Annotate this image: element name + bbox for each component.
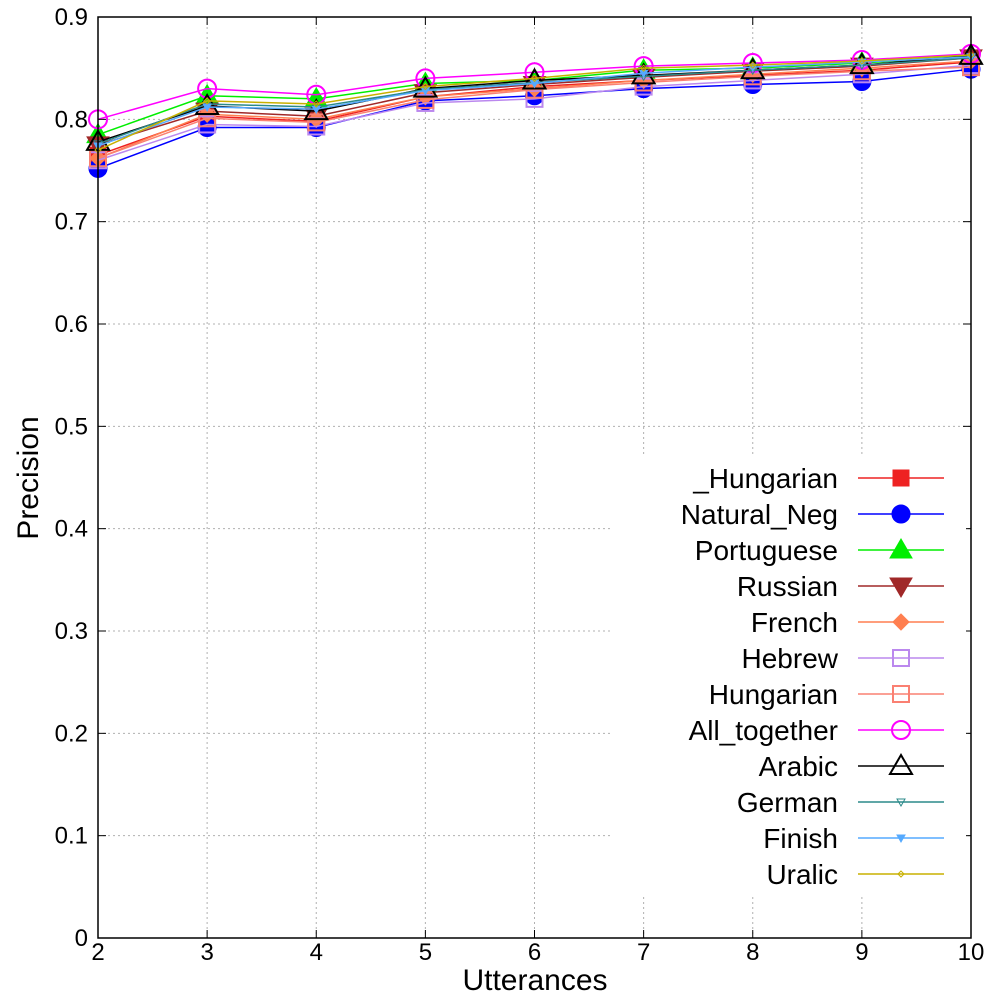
data-point [307,113,326,132]
y-tick-label: 0.8 [55,106,88,133]
legend-label: _Hungarian [692,463,838,494]
y-tick-label: 0.9 [55,4,88,31]
y-tick-label: 0 [75,925,88,952]
data-point [638,69,649,79]
y-tick-label: 0.1 [55,823,88,850]
data-point [740,57,766,80]
legend-marker [891,504,911,524]
data-point [849,52,875,75]
legend-marker [896,834,906,844]
legend: _Hungarian Natural_Neg Portuguese Russian Fr… [610,455,966,895]
legend-item: All_together [689,715,944,746]
y-tick-label: 0.4 [55,516,88,543]
x-tick-label: 9 [855,939,868,966]
legend-item: Finish [763,823,944,854]
x-tick-label: 6 [528,939,541,966]
legend-item: Hungarian [709,679,944,710]
legend-marker [896,798,906,808]
series-line [97,54,972,151]
legend-marker [889,538,913,559]
legend-item: _Hungarian [692,463,944,494]
legend-marker [892,613,910,631]
y-tick-label: 0.5 [55,413,88,440]
data-point [525,89,544,108]
x-tick-label: 7 [637,939,650,966]
legend-label: Finish [763,823,838,854]
data-point [420,87,431,96]
y-axis-label: Precision [12,416,45,539]
legend-item: Russian [737,571,944,602]
legend-label: Russian [737,571,838,602]
x-tick-label: 3 [200,939,213,966]
legend-marker [892,649,910,667]
legend-label: Hebrew [742,643,839,674]
data-point [421,82,430,91]
legend-label: French [751,607,838,638]
data-point [749,61,757,69]
legend-item: Portuguese [695,535,944,566]
legend-marker [892,469,910,487]
data-point [530,74,539,83]
legend-marker [891,720,911,740]
legend-label: Arabic [759,751,838,782]
x-axis-label: Utterances [462,964,607,997]
y-tick-label: 0.3 [55,618,88,645]
data-point [311,105,322,115]
legend-item: Arabic [759,751,944,782]
legend-item: French [751,607,944,638]
legend-label: Portuguese [695,535,838,566]
legend-item: German [737,787,944,818]
y-tick-label: 0.2 [55,720,88,747]
series-line [97,64,972,161]
x-tick-label: 4 [310,939,323,966]
legend-item: Natural_Neg [681,499,944,530]
data-point [312,100,320,108]
x-tick-label: 10 [958,939,985,966]
data-point [858,57,866,65]
legend-marker [889,577,913,598]
legend-marker [892,685,910,703]
x-tick-label: 8 [746,939,759,966]
x-tick-label: 2 [91,939,104,966]
series-line [97,53,972,121]
series-finish [93,53,976,151]
legend-label: Hungarian [709,679,838,710]
legend-label: All_together [689,715,838,746]
series-layer [85,42,984,178]
axis-ticks: 2 3 4 5 6 7 8 9 10 0 0.1 0.2 0.3 0.4 0.5 0.6 0.7 0.8 0.9 [55,4,985,966]
data-point [639,64,648,72]
y-tick-label: 0.6 [55,311,88,338]
legend-item: Hebrew [742,643,944,674]
legend-label: Uralic [766,859,838,890]
legend-background [610,455,966,895]
series-line [97,66,972,159]
data-point [529,80,540,89]
legend-marker [897,870,905,878]
legend-item: Uralic [766,859,944,890]
data-point [203,97,211,105]
legend-marker [888,753,914,775]
legend-label: German [737,787,838,818]
x-tick-label: 5 [419,939,432,966]
legend-label: Natural_Neg [681,499,838,530]
y-tick-label: 0.7 [55,209,88,236]
